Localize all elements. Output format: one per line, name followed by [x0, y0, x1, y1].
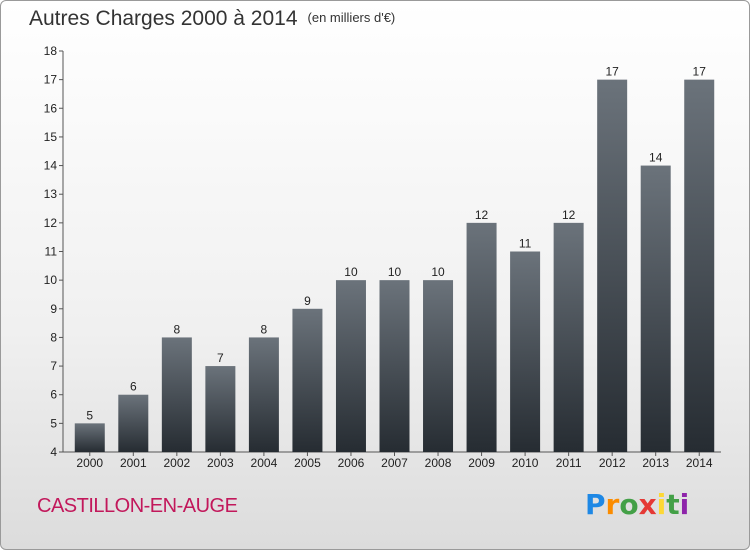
bar — [640, 165, 671, 453]
bar — [292, 308, 323, 452]
bar-value-label: 17 — [693, 65, 707, 79]
x-tick-label: 2010 — [512, 456, 539, 470]
x-tick-label: 2004 — [251, 456, 278, 470]
bar-value-label: 14 — [649, 151, 663, 165]
bar-value-label: 10 — [431, 265, 445, 279]
proxiti-logo: Proxiti — [585, 488, 689, 521]
logo-letter: x — [638, 488, 657, 521]
y-tick-label: 14 — [44, 159, 58, 173]
bar — [379, 280, 410, 452]
x-tick-label: 2003 — [207, 456, 234, 470]
bar-value-label: 6 — [130, 380, 137, 394]
x-tick-label: 2011 — [556, 456, 582, 470]
bar-value-label: 11 — [519, 237, 532, 251]
y-tick-label: 6 — [50, 388, 57, 402]
y-tick-label: 7 — [50, 359, 57, 373]
bar-value-label: 10 — [344, 265, 358, 279]
bar-value-label: 7 — [217, 351, 224, 365]
x-tick-label: 2005 — [294, 456, 321, 470]
y-tick-label: 5 — [50, 416, 57, 430]
logo-letter: t — [666, 488, 680, 521]
chart-bars: 5 6 8 7 8 9 10 10 10 12 11 12 17 14 17 — [74, 65, 715, 453]
x-tick-label: 2009 — [468, 456, 495, 470]
bar — [74, 423, 105, 452]
bar — [118, 394, 149, 452]
y-tick-label: 9 — [50, 302, 57, 316]
y-tick-label: 16 — [44, 101, 58, 115]
bar — [553, 222, 584, 452]
logo-letter: P — [585, 488, 606, 521]
bar-value-label: 9 — [304, 294, 311, 308]
y-tick-label: 13 — [44, 187, 58, 201]
bar-value-label: 10 — [388, 265, 402, 279]
bar — [248, 337, 279, 452]
x-tick-label: 2001 — [120, 456, 147, 470]
bar-value-label: 17 — [605, 65, 619, 79]
chart-title: Autres Charges 2000 à 2014 (en milliers d… — [29, 7, 395, 31]
bar — [510, 251, 541, 452]
bar — [423, 280, 454, 452]
y-tick-label: 10 — [44, 273, 58, 287]
x-tick-label: 2002 — [163, 456, 190, 470]
chart-title-text: Autres Charges 2000 à 2014 — [29, 7, 298, 30]
bar-value-label: 5 — [86, 408, 93, 422]
commune-name: CASTILLON-EN-AUGE — [37, 495, 238, 517]
logo-letter: o — [619, 488, 639, 521]
x-tick-label: 2014 — [686, 456, 713, 470]
y-tick-label: 15 — [44, 130, 58, 144]
bar — [205, 366, 236, 452]
logo-letter: i — [679, 488, 690, 521]
y-tick-label: 18 — [44, 44, 58, 58]
bar — [466, 222, 497, 452]
bar-value-label: 8 — [261, 322, 268, 336]
chart-unit-note: (en milliers d'€) — [307, 10, 396, 25]
y-tick-label: 17 — [44, 73, 58, 87]
bar-value-label: 12 — [475, 208, 489, 222]
x-tick-label: 2006 — [338, 456, 365, 470]
x-tick-label: 2012 — [599, 456, 626, 470]
bar-value-label: 12 — [562, 208, 576, 222]
logo-letter: r — [605, 488, 620, 521]
bar — [597, 79, 628, 453]
x-tick-label: 2007 — [381, 456, 408, 470]
y-tick-label: 4 — [50, 445, 57, 459]
y-tick-label: 12 — [44, 216, 58, 230]
x-tick-label: 2008 — [425, 456, 452, 470]
x-tick-label: 2000 — [76, 456, 103, 470]
bar — [684, 79, 715, 453]
x-tick-label: 2013 — [642, 456, 669, 470]
logo-letter: i — [656, 488, 667, 521]
bar — [335, 280, 366, 452]
bar-value-label: 8 — [173, 322, 180, 336]
bar — [161, 337, 192, 452]
y-tick-label: 11 — [45, 245, 58, 259]
y-tick-label: 8 — [50, 330, 57, 344]
